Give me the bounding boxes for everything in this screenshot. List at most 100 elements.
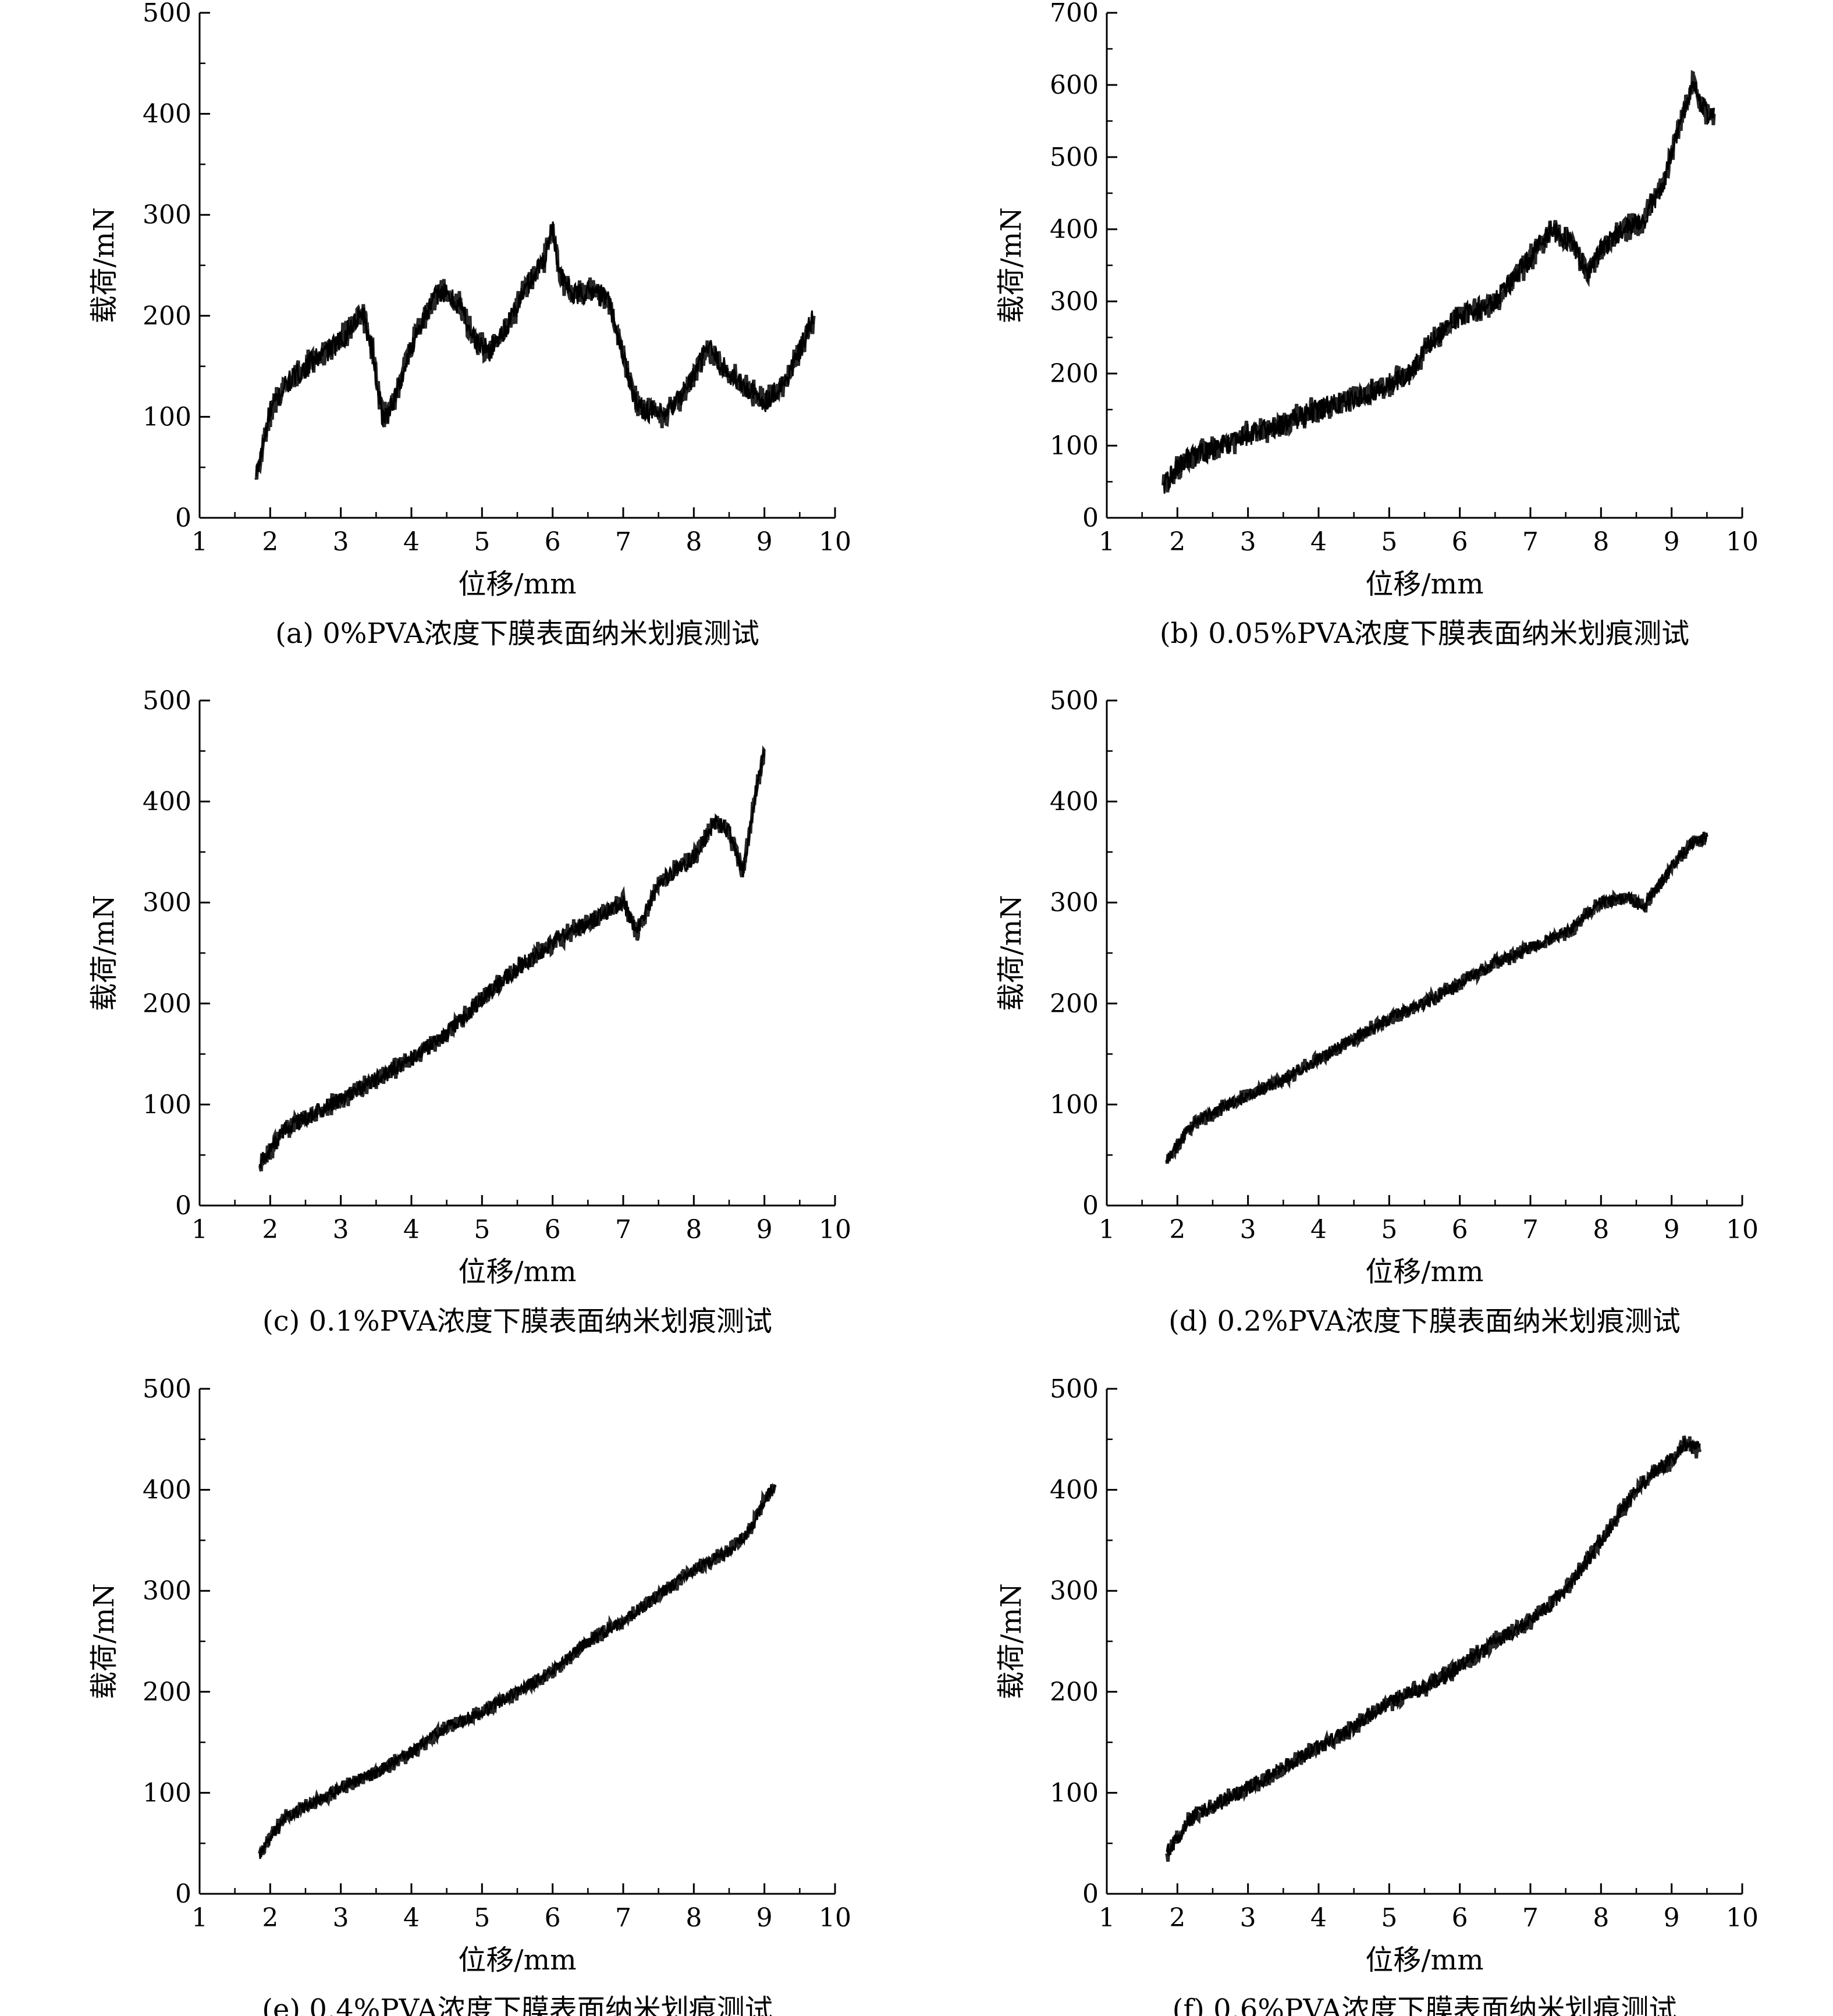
x-tick-label: 9 [1664,527,1680,557]
x-tick-label: 10 [819,527,851,557]
chart-panel-c: 1 2 3 4 5 6 7 8 9 100100200300400500位移/mm载荷/mN(c)… [88,686,851,1338]
y-axis-title: 载荷/mN [88,207,120,323]
x-tick-label: 3 [333,527,349,557]
data-series-line-overlay [255,221,815,477]
panel-caption: (c) 0.1%PVA浓度下膜表面纳米划痕测试 [262,1305,772,1338]
x-tick-label: 8 [1593,1215,1609,1245]
y-tick-label: 100 [1050,1778,1099,1808]
x-tick-label: 8 [685,1215,702,1245]
x-axis-title: 位移/mm [1365,1256,1483,1288]
y-tick-label: 400 [143,787,191,817]
x-tick-label: 8 [685,1903,702,1933]
x-tick-label: 5 [1381,527,1397,557]
y-tick-label: 100 [143,1778,191,1808]
y-tick-label: 0 [175,1879,191,1909]
x-tick-label: 1 [1099,1903,1115,1933]
x-tick-label: 4 [1310,527,1327,557]
x-tick-label: 3 [1240,1215,1256,1245]
y-axis-title: 载荷/mN [995,1583,1028,1699]
x-tick-label: 10 [1726,1903,1759,1933]
x-axis-title: 位移/mm [458,568,576,600]
x-tick-label: 3 [1240,527,1256,557]
y-tick-label: 100 [1050,431,1099,461]
x-tick-label: 10 [1726,1215,1759,1245]
x-tick-label: 5 [474,1903,490,1933]
chart-panel-d: 1 2 3 4 5 6 7 8 9 100100200300400500位移/mm载荷/mN(d)… [995,686,1759,1338]
y-tick-label: 100 [143,402,191,432]
x-tick-label: 9 [1664,1903,1680,1933]
data-series-line-overlay [258,1484,776,1859]
chart-panel-b: 1 2 3 4 5 6 7 8 9 100100200300400500600700位移/mm载荷… [995,0,1759,650]
y-tick-label: 0 [1082,1191,1099,1221]
y-tick-label: 0 [1082,1879,1099,1909]
data-series-line-overlay [258,749,766,1169]
x-tick-label: 9 [756,1215,773,1245]
panel-caption: (e) 0.4%PVA浓度下膜表面纳米划痕测试 [262,1993,772,2016]
y-tick-label: 0 [175,1191,191,1221]
x-tick-label: 5 [474,527,490,557]
data-series-line [254,223,816,480]
x-tick-label: 6 [545,1215,561,1245]
chart-panel-e: 1 2 3 4 5 6 7 8 9 100100200300400500位移/mm载荷/mN(e)… [88,1374,851,2016]
y-tick-label: 100 [143,1090,191,1119]
x-tick-label: 8 [685,527,702,557]
y-tick-label: 300 [1050,1576,1099,1606]
x-tick-label: 1 [191,527,208,557]
x-tick-label: 1 [191,1903,208,1933]
chart-panel-a: 1 2 3 4 5 6 7 8 9 100100200300400500位移/mm载荷/mN(a)… [88,0,851,650]
x-axis-title: 位移/mm [458,1944,576,1976]
x-tick-label: 2 [1169,1903,1185,1933]
x-tick-label: 5 [1381,1215,1397,1245]
data-series-line-overlay [1162,80,1715,494]
y-tick-label: 100 [1050,1090,1099,1119]
y-tick-label: 400 [143,1475,191,1505]
data-series-line-overlay [1166,831,1708,1164]
x-axis-title: 位移/mm [458,1256,576,1288]
panel-caption: (b) 0.05%PVA浓度下膜表面纳米划痕测试 [1160,617,1689,650]
y-axis-title: 载荷/mN [88,1583,120,1699]
data-series-line [258,745,766,1172]
y-tick-label: 500 [143,686,191,716]
y-axis-title: 载荷/mN [88,895,120,1011]
x-tick-label: 6 [545,527,561,557]
data-series-line-overlay [1166,1438,1701,1857]
data-series-line [258,1482,777,1859]
panel-caption: (d) 0.2%PVA浓度下膜表面纳米划痕测试 [1168,1305,1681,1338]
y-tick-label: 200 [1050,989,1099,1019]
x-tick-label: 7 [1522,1215,1539,1245]
y-tick-label: 500 [1050,143,1099,172]
x-tick-label: 2 [262,527,278,557]
x-tick-label: 3 [333,1903,349,1933]
x-tick-label: 4 [403,527,420,557]
x-tick-label: 2 [262,1903,278,1933]
x-tick-label: 4 [403,1215,420,1245]
x-tick-label: 3 [1240,1903,1256,1933]
panel-caption: (f) 0.6%PVA浓度下膜表面纳米划痕测试 [1173,1993,1677,2016]
x-tick-label: 9 [756,1903,773,1933]
x-tick-label: 5 [1381,1903,1397,1933]
x-axis-title: 位移/mm [1365,1944,1483,1976]
x-tick-label: 2 [1169,1215,1185,1245]
data-series-line [1161,70,1716,493]
x-tick-label: 8 [1593,527,1609,557]
x-tick-label: 9 [1664,1215,1680,1245]
y-tick-label: 400 [1050,787,1099,817]
x-tick-label: 4 [403,1903,420,1933]
x-tick-label: 5 [474,1215,490,1245]
x-tick-label: 10 [819,1903,851,1933]
x-tick-label: 6 [545,1903,561,1933]
y-tick-label: 400 [143,99,191,129]
y-tick-label: 300 [143,1576,191,1606]
x-tick-label: 1 [1099,527,1115,557]
y-tick-label: 400 [1050,215,1099,244]
y-tick-label: 600 [1050,70,1099,100]
x-tick-label: 9 [756,527,773,557]
y-tick-label: 200 [1050,359,1099,389]
panel-caption: (a) 0%PVA浓度下膜表面纳米划痕测试 [275,617,759,650]
y-tick-label: 0 [1082,503,1099,533]
y-tick-label: 200 [143,301,191,331]
data-series-line [1165,1435,1702,1862]
x-tick-label: 3 [333,1215,349,1245]
y-tick-label: 200 [1050,1677,1099,1707]
y-tick-label: 200 [143,1677,191,1707]
